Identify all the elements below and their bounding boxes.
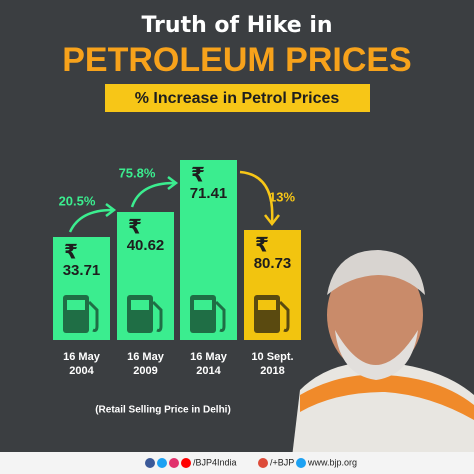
increase-label: 13% (269, 189, 295, 204)
date: 2014 (196, 365, 221, 377)
date: 10 Sept. (251, 351, 293, 363)
currency-symbol: ₹ (191, 164, 205, 186)
portrait (290, 250, 474, 474)
social-icons (145, 458, 306, 468)
pump-hose (278, 300, 290, 332)
currency-symbol: ₹ (255, 234, 269, 256)
date: 16 May (190, 351, 228, 363)
date: 16 May (63, 351, 101, 363)
subtitle: % Increase in Petrol Prices (135, 90, 340, 107)
date: 2018 (260, 365, 284, 377)
pump-hose (151, 300, 163, 332)
date: 2009 (133, 365, 157, 377)
pump-window (131, 300, 149, 310)
footer-handle: /BJP4India (193, 457, 237, 467)
price: 80.73 (254, 255, 292, 272)
date: 2004 (69, 365, 94, 377)
pump-hose (87, 300, 99, 332)
currency-symbol: ₹ (64, 241, 78, 263)
increase-label: 20.5% (59, 193, 96, 208)
footer-site: www.bjp.org (307, 457, 357, 467)
note: (Retail Selling Price in Delhi) (95, 405, 231, 416)
currency-symbol: ₹ (128, 216, 142, 238)
price: 40.62 (127, 237, 165, 254)
arrows (68, 170, 280, 233)
footer-bar (0, 452, 474, 474)
pump-hose (214, 300, 226, 332)
pump-window (194, 300, 212, 310)
price: 33.71 (63, 262, 101, 279)
pump-window (258, 300, 276, 310)
title-line1: Truth of Hike in (141, 13, 332, 38)
pump-window (67, 300, 85, 310)
price: 71.41 (190, 185, 228, 202)
subtitle-box (105, 84, 370, 112)
increase-label: 75.8% (119, 165, 156, 180)
date: 16 May (127, 351, 165, 363)
title-line2: PETROLEUM PRICES (62, 41, 411, 79)
footer-gplus: /+BJP (270, 457, 294, 467)
bars: ₹33.71 16 May 2004 ₹40.62 16 May 2009 ₹71.41 16… (53, 160, 301, 377)
